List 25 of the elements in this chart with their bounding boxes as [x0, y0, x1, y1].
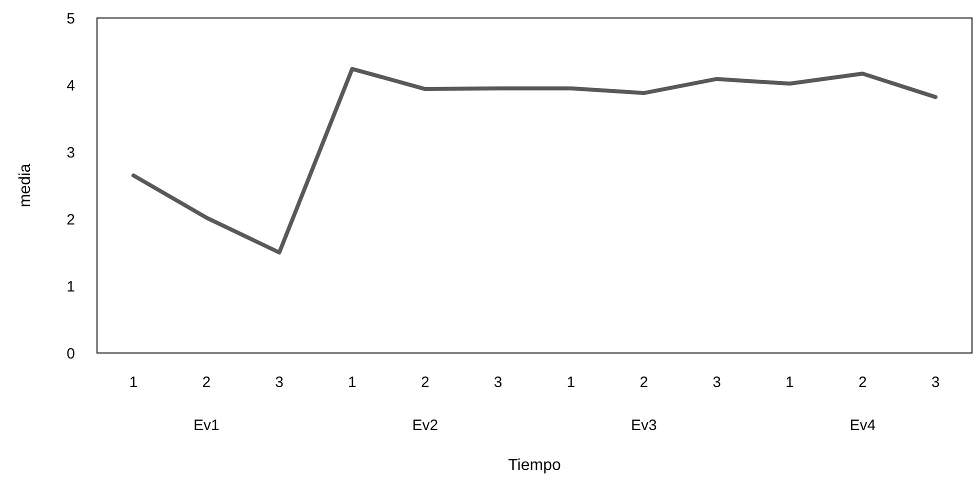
y-tick-label: 5	[66, 10, 75, 28]
text: Ev1	[193, 417, 220, 434]
text: Ev4	[850, 417, 876, 434]
x-tick-label: 2	[420, 374, 430, 391]
x-tick-label: 3	[494, 374, 502, 391]
x-tick-label: 2	[858, 374, 867, 391]
text: Ev3	[630, 417, 657, 434]
x-tick-label: 1	[786, 374, 794, 391]
y-tick-label: 0	[66, 345, 75, 362]
y-tick-label: 4	[66, 77, 75, 94]
x-tick-label: 3	[275, 374, 284, 391]
x-tick-label: 1	[129, 374, 138, 391]
x-tick-label: 2	[202, 374, 211, 391]
y-tick-label: 1	[66, 278, 75, 296]
y-tick-label: 2	[66, 211, 75, 228]
x-axis-title: Tiempo	[508, 457, 561, 474]
y-axis-title: media	[17, 164, 34, 208]
x-tick-label: 2	[640, 374, 648, 391]
x-tick-label: 1	[566, 374, 576, 391]
y-tick-label: 3	[66, 144, 75, 162]
x-tick-label: 1	[348, 374, 356, 391]
line-series	[131, 66, 938, 254]
x-tick-label: 3	[931, 374, 940, 391]
text: Ev2	[412, 417, 438, 434]
x-tick-label: 3	[712, 374, 721, 391]
